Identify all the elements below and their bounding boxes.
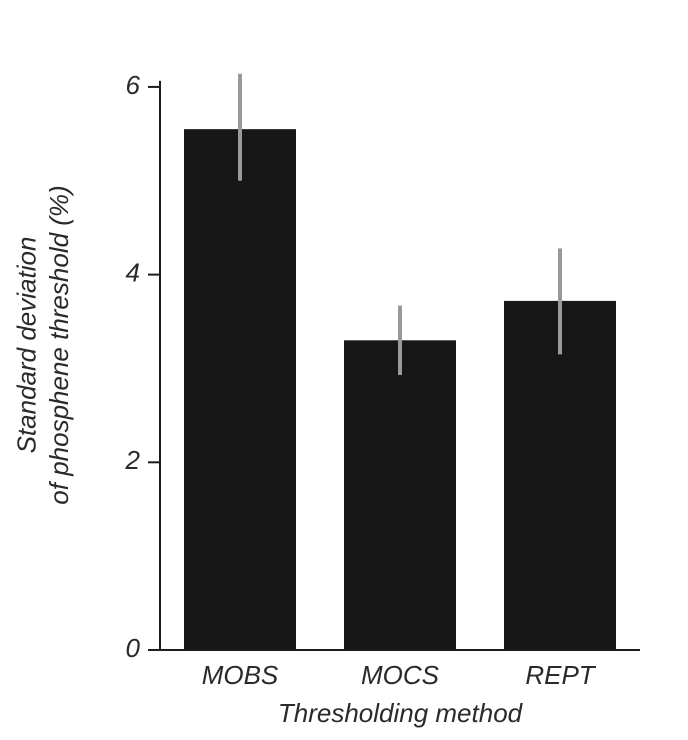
y-tick-label: 4	[126, 257, 140, 287]
bar-chart: 0 2 4 6 MOBS MOCS REPTThresholding method Stand…	[0, 0, 688, 740]
y-tick-label: 0	[126, 633, 141, 663]
y-axis-title: Standard deviationof phosphene threshold…	[12, 185, 74, 504]
y-axis-title-line2: of phosphene threshold (%)	[44, 185, 74, 504]
bar	[184, 129, 296, 650]
x-category-label: REPT	[525, 660, 596, 690]
x-category-label: MOCS	[361, 660, 440, 690]
bar	[344, 340, 456, 650]
y-axis-title-line1: Standard deviation	[12, 237, 42, 454]
y-tick-label: 2	[125, 445, 141, 475]
x-category-label: MOBS	[202, 660, 279, 690]
x-axis-title: Thresholding method	[278, 698, 524, 728]
y-tick-label: 6	[126, 70, 141, 100]
chart-svg: 0 2 4 6 MOBS MOCS REPTThresholding method Stand…	[0, 0, 688, 740]
